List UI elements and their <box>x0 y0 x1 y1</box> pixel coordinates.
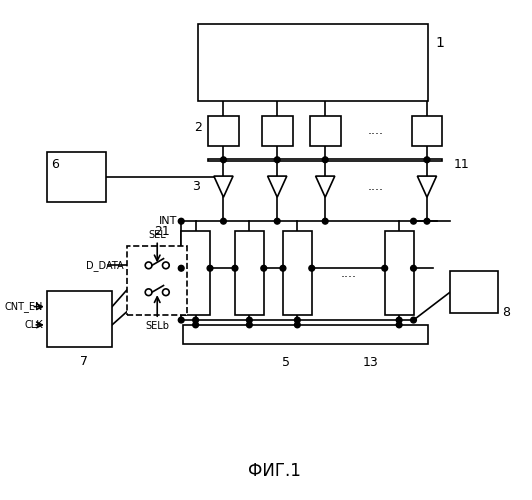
Text: CNT_EN: CNT_EN <box>5 301 43 312</box>
Bar <box>128 246 187 316</box>
Bar <box>235 231 264 316</box>
Circle shape <box>411 218 417 224</box>
Circle shape <box>232 266 238 271</box>
Text: ФИГ.1: ФИГ.1 <box>248 462 301 480</box>
Circle shape <box>275 157 280 162</box>
Text: 2: 2 <box>195 122 202 134</box>
Text: 7: 7 <box>80 354 88 368</box>
Circle shape <box>322 218 328 224</box>
Text: 4: 4 <box>160 266 168 280</box>
Circle shape <box>295 317 300 323</box>
Bar <box>47 292 112 347</box>
Polygon shape <box>417 176 437 197</box>
Text: SEL: SEL <box>148 230 166 240</box>
Circle shape <box>424 218 430 224</box>
Text: ....: .... <box>368 180 384 193</box>
Polygon shape <box>268 176 287 197</box>
Text: 3: 3 <box>193 180 201 193</box>
Circle shape <box>396 317 402 323</box>
Circle shape <box>193 322 198 328</box>
Circle shape <box>275 218 280 224</box>
Circle shape <box>424 157 430 162</box>
Bar <box>412 116 442 146</box>
Bar <box>208 116 239 146</box>
Bar <box>183 325 428 344</box>
Circle shape <box>193 317 198 323</box>
Text: 11: 11 <box>454 158 470 171</box>
Bar <box>47 152 106 202</box>
Circle shape <box>411 317 417 323</box>
Circle shape <box>295 322 300 328</box>
Circle shape <box>178 266 184 271</box>
Text: D_DATA: D_DATA <box>86 260 123 271</box>
Bar <box>262 116 293 146</box>
Text: ....: .... <box>340 266 356 280</box>
Circle shape <box>309 266 314 271</box>
Circle shape <box>221 218 226 224</box>
Text: 13: 13 <box>362 356 378 368</box>
Text: 5: 5 <box>282 356 290 368</box>
Bar <box>310 116 340 146</box>
Bar <box>197 24 428 101</box>
Text: CLK: CLK <box>24 320 43 330</box>
Text: INT: INT <box>159 216 177 226</box>
Polygon shape <box>315 176 335 197</box>
Circle shape <box>396 322 402 328</box>
Text: SELb: SELb <box>145 321 169 331</box>
Circle shape <box>178 218 184 224</box>
Circle shape <box>382 266 388 271</box>
Text: ....: .... <box>368 124 384 138</box>
Text: 6: 6 <box>51 158 59 171</box>
Bar <box>208 159 442 160</box>
Circle shape <box>280 266 286 271</box>
Circle shape <box>246 317 252 323</box>
Bar <box>385 231 413 316</box>
Circle shape <box>207 266 213 271</box>
Text: 8: 8 <box>502 306 510 318</box>
Bar <box>181 231 210 316</box>
Text: 21: 21 <box>154 226 170 238</box>
Bar <box>283 231 312 316</box>
Circle shape <box>178 317 184 323</box>
Circle shape <box>322 157 328 162</box>
Polygon shape <box>214 176 233 197</box>
Circle shape <box>221 157 226 162</box>
Circle shape <box>261 266 267 271</box>
Circle shape <box>246 322 252 328</box>
Bar <box>450 271 498 314</box>
Circle shape <box>411 266 417 271</box>
Text: 1: 1 <box>436 36 444 50</box>
